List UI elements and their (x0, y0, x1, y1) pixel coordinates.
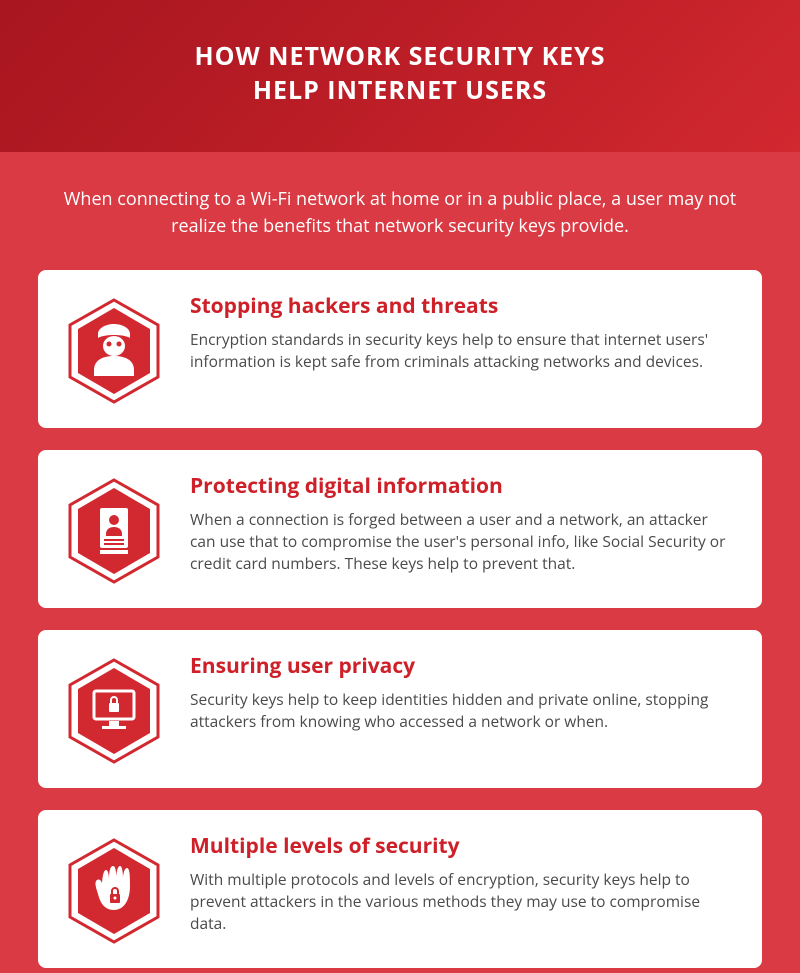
card-user-privacy: Ensuring user privacy Security keys help… (38, 630, 762, 788)
card-protecting-info: Protecting digital information When a co… (38, 450, 762, 608)
card-title: Ensuring user privacy (190, 652, 732, 680)
card-title: Stopping hackers and threats (190, 292, 732, 320)
card-list: Stopping hackers and threats Encryption … (0, 270, 800, 968)
card-title: Multiple levels of security (190, 832, 732, 860)
hand-lock-icon (64, 832, 164, 946)
intro-text: When connecting to a Wi-Fi network at ho… (0, 152, 800, 270)
card-title: Protecting digital information (190, 472, 732, 500)
card-body: Protecting digital information When a co… (190, 472, 732, 575)
card-desc: Encryption standards in security keys he… (190, 328, 732, 373)
title-line-2: HELP INTERNET USERS (253, 73, 547, 107)
title-line-1: HOW NETWORK SECURITY KEYS (194, 39, 605, 73)
header: HOW NETWORK SECURITY KEYS HELP INTERNET … (0, 0, 800, 152)
card-desc: When a connection is forged between a us… (190, 508, 732, 575)
card-multiple-levels: Multiple levels of security With multipl… (38, 810, 762, 968)
id-card-icon (64, 472, 164, 586)
card-body: Multiple levels of security With multipl… (190, 832, 732, 935)
monitor-lock-icon (64, 652, 164, 766)
hacker-icon (64, 292, 164, 406)
page-title: HOW NETWORK SECURITY KEYS HELP INTERNET … (20, 40, 780, 108)
card-desc: Security keys help to keep identities hi… (190, 688, 732, 733)
card-body: Ensuring user privacy Security keys help… (190, 652, 732, 733)
card-stopping-hackers: Stopping hackers and threats Encryption … (38, 270, 762, 428)
card-body: Stopping hackers and threats Encryption … (190, 292, 732, 373)
card-desc: With multiple protocols and levels of en… (190, 868, 732, 935)
